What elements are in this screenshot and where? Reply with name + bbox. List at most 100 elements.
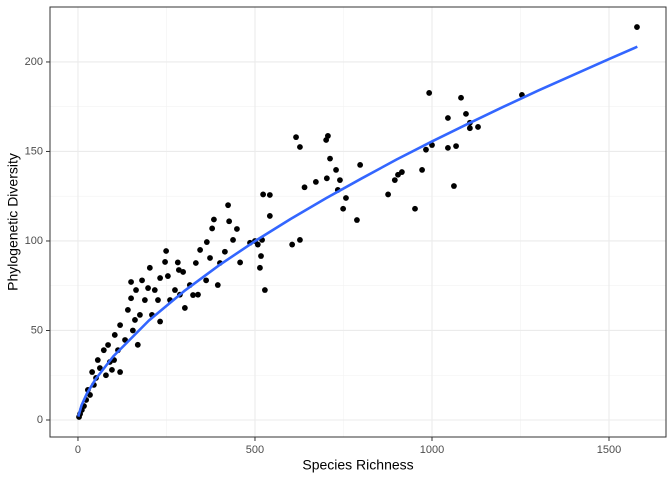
point xyxy=(289,241,296,248)
y-tick-label: 0 xyxy=(37,414,43,426)
point xyxy=(257,264,263,271)
point xyxy=(137,312,143,318)
point xyxy=(146,264,153,271)
point xyxy=(103,372,109,379)
point xyxy=(419,167,425,173)
point xyxy=(453,143,459,149)
point xyxy=(128,295,134,302)
point xyxy=(214,282,221,288)
point xyxy=(237,259,244,266)
point xyxy=(391,177,398,184)
point xyxy=(357,161,364,168)
point xyxy=(333,167,339,173)
point xyxy=(128,279,134,285)
point xyxy=(141,297,148,303)
point xyxy=(340,205,347,212)
point xyxy=(221,248,228,255)
marks xyxy=(76,24,640,420)
point xyxy=(225,202,231,209)
point xyxy=(117,369,123,375)
point xyxy=(634,24,640,30)
point xyxy=(312,179,319,185)
point xyxy=(157,275,164,281)
point xyxy=(234,226,240,232)
x-tick-label: 500 xyxy=(246,444,264,456)
point xyxy=(190,292,196,298)
point xyxy=(327,155,333,162)
point xyxy=(426,90,433,96)
point xyxy=(211,216,217,223)
point xyxy=(395,171,401,178)
point xyxy=(111,332,118,338)
point xyxy=(258,253,264,259)
point xyxy=(260,191,267,198)
point xyxy=(445,144,451,151)
point xyxy=(162,259,168,265)
point xyxy=(385,191,391,198)
point xyxy=(174,259,181,266)
y-tick-label: 100 xyxy=(25,235,43,247)
point xyxy=(100,347,107,354)
point xyxy=(354,217,360,223)
fit-line xyxy=(77,45,638,418)
point xyxy=(209,225,216,232)
point xyxy=(203,239,210,245)
point xyxy=(172,287,178,293)
y-tick-label: 50 xyxy=(31,324,43,336)
point xyxy=(207,255,213,261)
point xyxy=(343,195,349,201)
point xyxy=(87,392,93,398)
point xyxy=(105,342,111,348)
point xyxy=(297,237,303,243)
x-tick-label: 0 xyxy=(75,444,81,456)
point xyxy=(94,357,101,363)
point xyxy=(254,241,261,248)
point xyxy=(124,306,131,313)
x-tick-label: 1000 xyxy=(420,444,444,456)
point xyxy=(134,341,141,348)
panel-border xyxy=(49,6,667,438)
point xyxy=(117,322,123,329)
grid xyxy=(50,7,666,437)
point xyxy=(337,177,343,184)
point xyxy=(129,327,136,334)
point xyxy=(230,237,236,243)
point xyxy=(195,291,201,298)
point xyxy=(175,267,182,273)
point xyxy=(466,125,473,132)
point xyxy=(89,369,96,375)
point xyxy=(226,218,233,225)
point xyxy=(445,115,451,121)
point xyxy=(301,184,308,191)
point xyxy=(297,144,303,150)
point xyxy=(109,366,115,373)
x-tick-label: 1500 xyxy=(597,444,621,456)
point xyxy=(463,110,469,117)
point xyxy=(139,277,145,284)
y-axis-title: Phylogenetic Diversity xyxy=(5,153,21,291)
point xyxy=(151,287,158,293)
y-tick-label: 200 xyxy=(25,56,43,68)
point xyxy=(412,205,418,212)
x-axis-title: Species Richness xyxy=(302,457,413,473)
point xyxy=(157,318,164,325)
point xyxy=(132,317,138,323)
point xyxy=(423,146,429,153)
point xyxy=(133,287,139,293)
point xyxy=(97,365,103,371)
point xyxy=(266,192,273,198)
point xyxy=(458,94,464,101)
point xyxy=(323,175,330,182)
point xyxy=(266,213,273,219)
point xyxy=(475,124,481,130)
point xyxy=(203,277,210,284)
point xyxy=(261,287,268,293)
point xyxy=(293,134,299,141)
point xyxy=(451,183,457,189)
point xyxy=(155,297,161,303)
y-tick-label: 150 xyxy=(25,145,43,157)
point xyxy=(164,273,171,279)
point xyxy=(181,305,188,311)
